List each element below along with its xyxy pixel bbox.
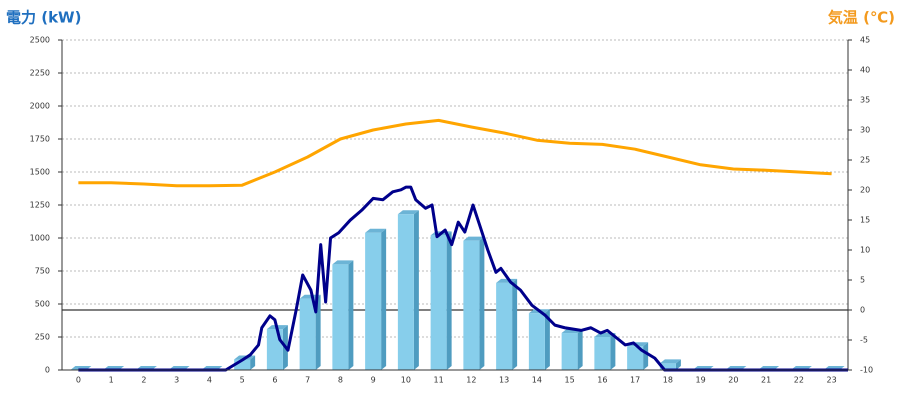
bar: [463, 236, 485, 370]
bar: [496, 278, 518, 370]
x-tick-label: 12: [466, 376, 476, 385]
bar: [365, 228, 387, 370]
y2-tick-label: -5: [860, 336, 868, 345]
x-tick-label: 6: [272, 376, 277, 385]
bar-face: [332, 260, 354, 265]
x-tick-label: 2: [141, 376, 146, 385]
y2-tick-label: -10: [860, 366, 873, 375]
x-tick-label: 19: [696, 376, 706, 385]
bar-face: [512, 278, 518, 370]
bar-face: [479, 236, 485, 370]
x-tick-label: 3: [174, 376, 179, 385]
x-tick-label: 13: [499, 376, 509, 385]
bar-face: [365, 228, 387, 233]
x-tick-label: 0: [76, 376, 81, 385]
bar-face: [496, 282, 513, 370]
y-tick-label: 250: [35, 333, 50, 342]
bar-face: [299, 298, 316, 370]
x-tick-label: 4: [207, 376, 212, 385]
y2-tick-label: 10: [860, 246, 870, 255]
bar-face: [266, 329, 283, 370]
y2-tick-label: 45: [860, 36, 870, 45]
x-tick-label: 23: [827, 376, 837, 385]
x-tick-label: 10: [401, 376, 411, 385]
x-tick-label: 8: [338, 376, 343, 385]
line: [78, 185, 848, 372]
bar-face: [397, 210, 419, 215]
y2-tick-label: 5: [860, 276, 865, 285]
y-tick-label: 2250: [30, 69, 50, 78]
bar: [627, 342, 649, 370]
bar-face: [446, 231, 452, 370]
y-tick-label: 0: [45, 366, 50, 375]
y2-tick-label: 30: [860, 126, 870, 135]
y-tick-label: 2000: [30, 102, 50, 111]
y2-axis-title: 気温 (℃): [828, 9, 895, 27]
bar-face: [413, 210, 419, 370]
y-tick-label: 1500: [30, 168, 50, 177]
bar-face: [430, 235, 447, 370]
bar-face: [659, 363, 676, 370]
bar: [659, 359, 681, 370]
bar-face: [561, 333, 578, 370]
line: [78, 118, 832, 188]
bar-face: [643, 342, 649, 370]
x-tick-label: 16: [597, 376, 607, 385]
x-tick-label: 1: [109, 376, 114, 385]
bar: [594, 333, 616, 370]
bar-face: [348, 260, 354, 370]
bar-face: [381, 228, 387, 370]
y2-tick-label: 0: [860, 306, 865, 315]
x-tick-label: 5: [240, 376, 245, 385]
x-tick-label: 7: [305, 376, 310, 385]
x-tick-label: 11: [434, 376, 444, 385]
y2-tick-label: 35: [860, 96, 870, 105]
bar-face: [544, 309, 550, 370]
y-tick-label: 2500: [30, 36, 50, 45]
x-tick-label: 9: [371, 376, 376, 385]
bar-face: [463, 236, 485, 241]
y-tick-label: 1750: [30, 135, 50, 144]
bar: [561, 329, 583, 370]
y2-tick-label: 15: [860, 216, 870, 225]
y-tick-label: 1000: [30, 234, 50, 243]
x-tick-label: 17: [630, 376, 640, 385]
bar-face: [397, 214, 414, 370]
bar-face: [627, 346, 644, 370]
bar-face: [463, 240, 480, 370]
bar: [430, 231, 452, 370]
y-tick-label: 1250: [30, 201, 50, 210]
y-tick-label: 750: [35, 267, 50, 276]
y2-tick-label: 20: [860, 186, 870, 195]
bar: [332, 260, 354, 370]
bar-face: [659, 359, 681, 364]
y2-tick-label: 40: [860, 66, 870, 75]
bar-face: [610, 333, 616, 370]
x-tick-label: 20: [728, 376, 738, 385]
y2-tick-label: 25: [860, 156, 870, 165]
x-tick-label: 15: [565, 376, 575, 385]
bar-face: [250, 355, 256, 370]
bar-face: [332, 264, 349, 370]
x-tick-label: 22: [794, 376, 804, 385]
bar-face: [577, 329, 583, 370]
y-axis-title: 電力 (kW): [6, 9, 81, 27]
bar-face: [365, 232, 382, 370]
bar-face: [675, 359, 681, 370]
x-tick-label: 21: [761, 376, 771, 385]
bar-face: [528, 313, 545, 370]
bar: [397, 210, 419, 370]
bar-face: [315, 294, 321, 370]
bar-face: [594, 337, 611, 370]
x-tick-label: 14: [532, 376, 542, 385]
x-tick-label: 18: [663, 376, 673, 385]
bar-face: [234, 359, 251, 370]
y-tick-label: 500: [35, 300, 50, 309]
